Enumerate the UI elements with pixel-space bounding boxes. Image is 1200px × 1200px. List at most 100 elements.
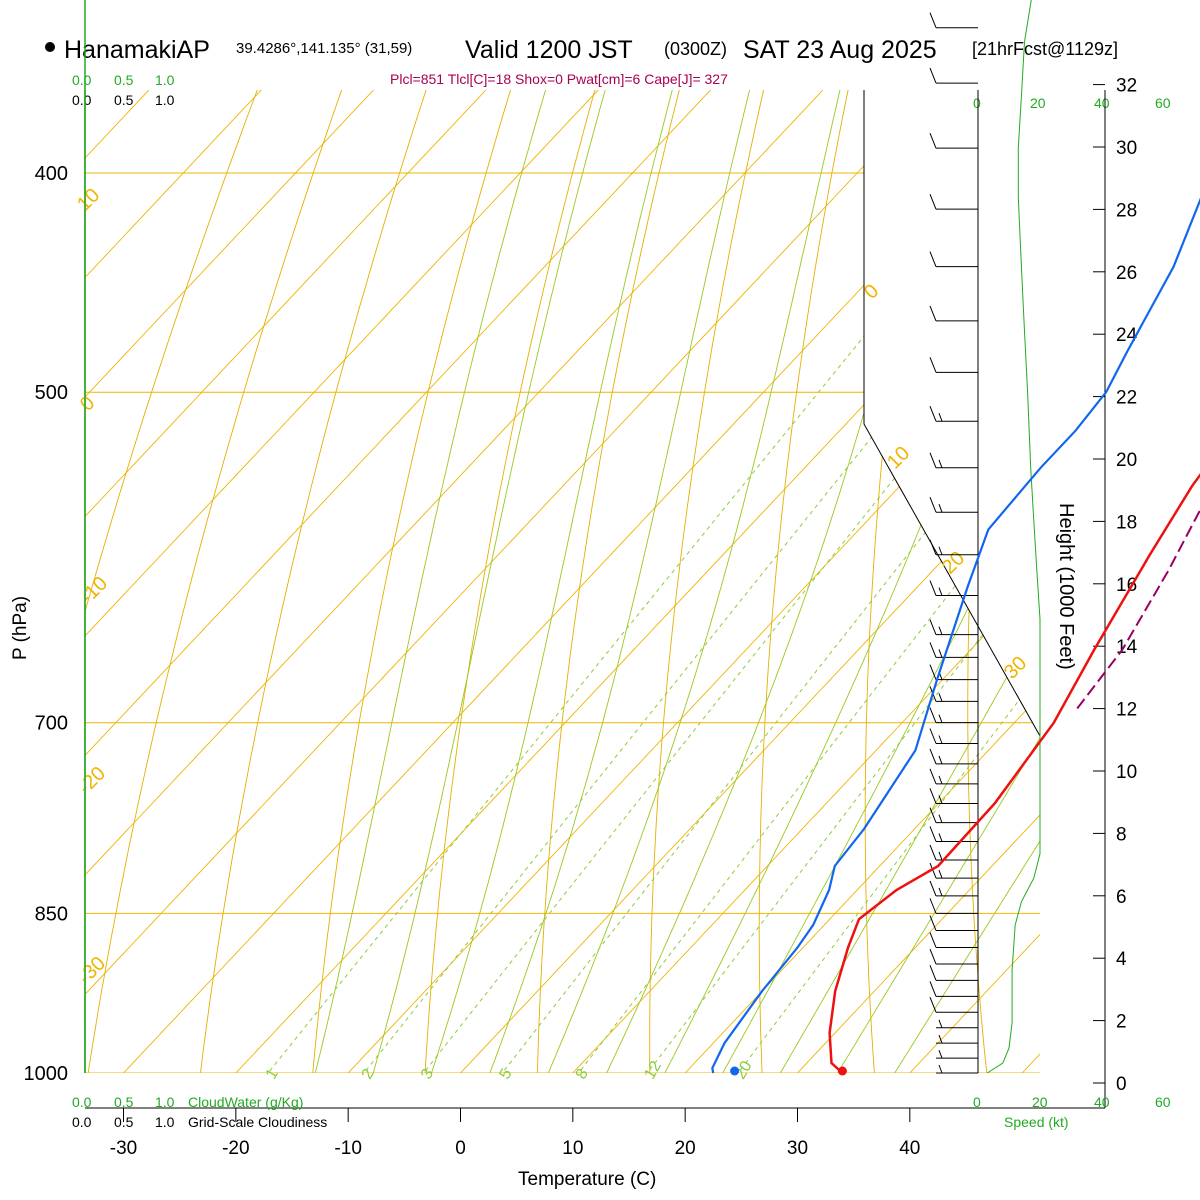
wind-barb-flag bbox=[929, 748, 937, 765]
pressure-tick-label: 700 bbox=[35, 713, 68, 735]
wind-barb-flag bbox=[929, 788, 937, 804]
wind-barb bbox=[929, 642, 978, 658]
dry-adiabat-line bbox=[758, 90, 952, 1073]
wind-barb-flag bbox=[929, 981, 937, 997]
wind-barb-half bbox=[938, 714, 943, 723]
isotherm-line bbox=[415, 90, 1040, 1073]
speed-bottom-40: 40 bbox=[1094, 1094, 1110, 1110]
height-tick-label: 0 bbox=[1116, 1074, 1127, 1095]
moist-adiabat-line bbox=[639, 90, 1040, 1073]
pressure-tick-label: 500 bbox=[35, 382, 68, 404]
wind-barb-flag bbox=[929, 768, 937, 785]
wind-barb-flag bbox=[929, 305, 937, 322]
wind-barb bbox=[929, 452, 978, 469]
dry-adiabat-label: 0 bbox=[76, 392, 99, 415]
cloud-top-black-2: 1.0 bbox=[155, 92, 175, 108]
dry-adiabat-label: 20 bbox=[938, 547, 969, 578]
mixing-ratio-line bbox=[385, 172, 1040, 1073]
wind-barb-half bbox=[938, 546, 943, 555]
wind-barb bbox=[929, 12, 978, 29]
wind-barb-half bbox=[938, 504, 943, 513]
wind-barb-flag bbox=[929, 642, 937, 658]
wind-barb bbox=[929, 132, 978, 149]
wind-barb bbox=[929, 965, 978, 981]
wind-barb-flag bbox=[929, 539, 937, 555]
wind-barb bbox=[929, 406, 978, 422]
cloud-bottom-green-2: 1.0 bbox=[155, 1094, 175, 1110]
wind-speed-line bbox=[987, 0, 1041, 1074]
pressure-tick-label: 1000 bbox=[24, 1063, 69, 1085]
x-axis-ticks: -30 -20 -10 0 10 20 30 40 bbox=[110, 1108, 920, 1159]
wind-barb bbox=[929, 862, 978, 879]
dry-adiabat-label: -10 bbox=[76, 573, 112, 609]
wind-barb-half bbox=[938, 775, 943, 785]
isotherm-line bbox=[752, 90, 1040, 1073]
cloud-bottom-black-0: 0.0 bbox=[72, 1114, 92, 1130]
pressure-axis-labels: 2503004005007008501000 bbox=[24, 163, 69, 1085]
dry-adiabat-line bbox=[967, 90, 1040, 1073]
height-tick-label: 2 bbox=[1116, 1012, 1127, 1033]
wind-barb-flag bbox=[929, 357, 937, 373]
wind-barb bbox=[929, 539, 978, 556]
dry-adiabat-line bbox=[85, 90, 504, 1073]
wind-barb bbox=[936, 1049, 978, 1059]
dry-adiabat-line bbox=[536, 90, 803, 1073]
valid-zulu: (0300Z) bbox=[664, 39, 727, 59]
x-tick-label: -20 bbox=[222, 1138, 249, 1159]
speed-bottom-60: 60 bbox=[1155, 1094, 1171, 1110]
isotherm-line bbox=[864, 90, 1040, 1073]
pressure-tick-label: 400 bbox=[35, 163, 68, 185]
isotherm-line bbox=[85, 90, 656, 1073]
height-tick-label: 4 bbox=[1116, 949, 1127, 970]
wind-barb-flag bbox=[929, 965, 937, 981]
station-name: HanamakiAP bbox=[64, 36, 210, 64]
station-marker-icon bbox=[45, 42, 55, 52]
mixing-ratio-label: 20 bbox=[732, 1058, 756, 1082]
wind-barb-flag bbox=[929, 707, 937, 723]
dewpoint-line bbox=[711, 197, 1200, 1074]
height-tick-label: 20 bbox=[1116, 450, 1137, 471]
wind-barb bbox=[929, 748, 978, 765]
wind-barb bbox=[936, 1064, 978, 1074]
wind-barb-half bbox=[938, 735, 943, 744]
wind-barb bbox=[929, 497, 978, 513]
wind-barb-half bbox=[938, 814, 943, 823]
moist-adiabat-line bbox=[808, 90, 1040, 1073]
surface-dewpoint-dot bbox=[730, 1066, 740, 1076]
wind-barb bbox=[929, 251, 978, 268]
wind-barb-flag bbox=[929, 880, 937, 897]
wind-barb bbox=[936, 1034, 978, 1044]
isotherm-line bbox=[639, 90, 1040, 1073]
mixing-ratio-line bbox=[541, 172, 1040, 1073]
moist-adiabat-line bbox=[471, 90, 868, 1073]
cloud-bottom-green-1: 0.5 bbox=[114, 1094, 134, 1110]
cloudiness-title: Grid-Scale Cloudiness bbox=[188, 1114, 327, 1130]
wind-barb bbox=[929, 880, 978, 897]
dry-adiabat-label: 10 bbox=[883, 442, 914, 473]
mixing-ratio-labels: 1 2 3 5 8 12 20 bbox=[263, 1058, 756, 1082]
speed-top-0: 0 bbox=[973, 95, 981, 111]
cloud-bottom-black-1: 0.5 bbox=[114, 1114, 134, 1130]
wind-barb bbox=[929, 948, 978, 965]
wind-barb-half bbox=[938, 755, 943, 765]
mixing-ratio-line bbox=[464, 172, 1040, 1073]
wind-barb-half bbox=[938, 459, 943, 468]
mixing-ratio-line bbox=[610, 172, 1040, 1073]
wind-barb-flag bbox=[929, 497, 937, 513]
height-tick-label: 28 bbox=[1116, 200, 1137, 221]
speed-bottom-0: 0 bbox=[973, 1094, 981, 1110]
speed-top-20: 20 bbox=[1030, 95, 1046, 111]
wind-barb bbox=[929, 932, 978, 948]
wind-barb-flag bbox=[929, 932, 937, 948]
isobars bbox=[85, 172, 1040, 1073]
moist-adiabat-line bbox=[695, 90, 1040, 1073]
wind-barb-half bbox=[938, 1034, 943, 1044]
wind-barb bbox=[929, 997, 978, 1013]
y-axis-title: P (hPa) bbox=[10, 596, 31, 660]
mixing-ratio-lines bbox=[229, 172, 1040, 1073]
wind-barb bbox=[929, 981, 978, 997]
moist-adiabat-line bbox=[527, 90, 950, 1073]
x-tick-label: -10 bbox=[334, 1138, 361, 1159]
moist-adiabat-line bbox=[864, 90, 1040, 1073]
cloud-water-title: CloudWater (g/Kg) bbox=[188, 1094, 303, 1110]
